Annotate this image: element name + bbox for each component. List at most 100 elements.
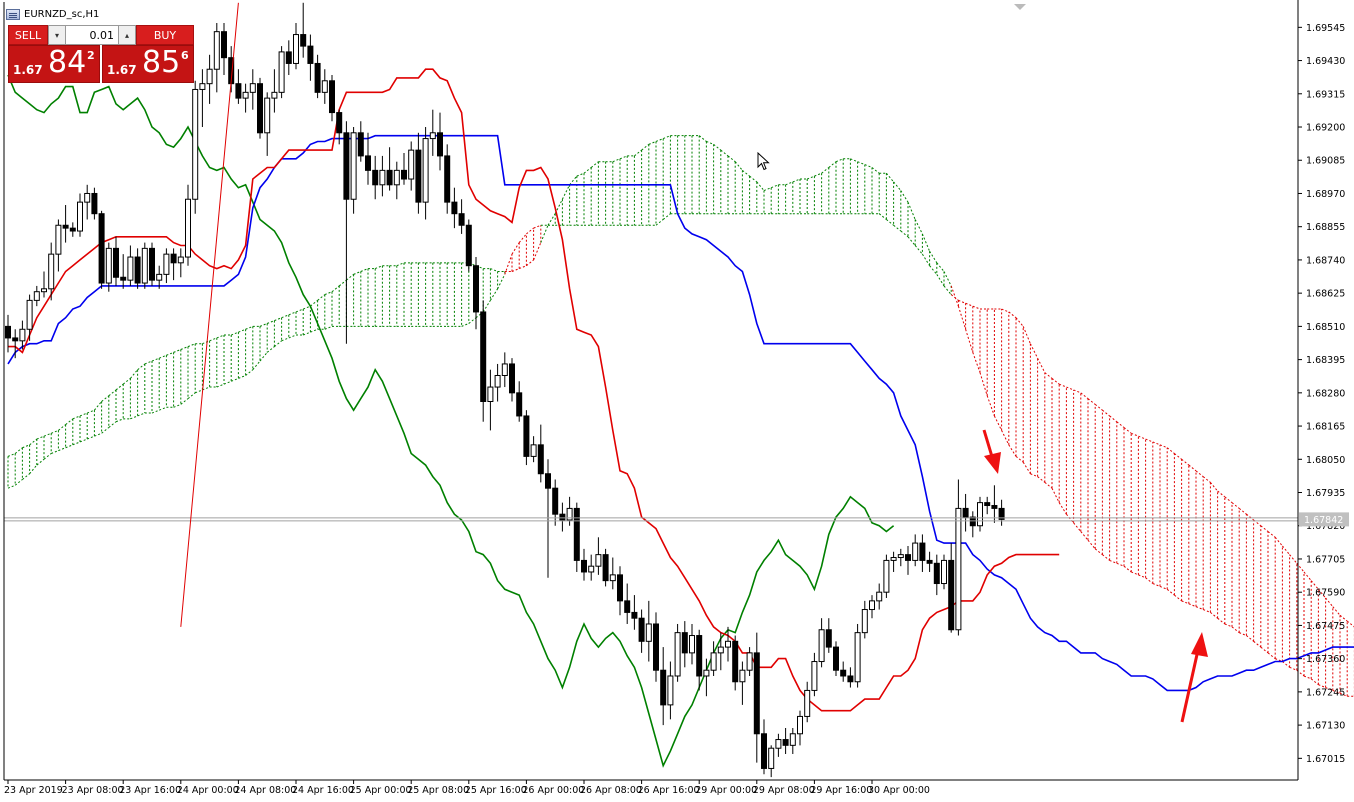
senkou-span-a-segment — [1073, 522, 1082, 532]
senkou-span-b-segment — [1029, 343, 1039, 359]
price-tick-label: 1.67935 — [1306, 488, 1345, 499]
senkou-span-b-segment — [1303, 571, 1312, 581]
candle-body — [933, 562, 940, 585]
senkou-span-a-segment — [850, 158, 858, 163]
senkou-span-b-segment — [1008, 311, 1017, 319]
candle-body — [689, 635, 695, 654]
time-tick-label: 23 Apr 08:00 — [62, 785, 124, 796]
candle — [300, 2, 307, 58]
candle-body — [12, 337, 19, 342]
candle — [876, 583, 883, 610]
candle-body — [617, 574, 623, 602]
time-tick-label: 30 Apr 00:00 — [868, 785, 930, 796]
price-tick-label: 1.69200 — [1306, 123, 1345, 134]
sell-button[interactable]: SELL — [8, 25, 48, 45]
chart-window-icon[interactable] — [6, 8, 20, 20]
lot-size-input[interactable]: 0.01 — [66, 25, 118, 45]
buy-price-button[interactable]: 1.67 85 6 — [102, 45, 194, 83]
candle-body — [818, 629, 825, 663]
candle — [991, 485, 998, 523]
candle-body — [26, 299, 33, 330]
candle-body — [278, 51, 285, 93]
senkou-span-b-segment — [1051, 377, 1060, 385]
candle — [919, 534, 926, 572]
candle-body — [926, 559, 933, 564]
senkou-span-a-segment — [663, 135, 671, 140]
candle-body — [329, 80, 335, 114]
senkou-span-a-segment — [943, 271, 952, 287]
senkou-span-b-segment — [288, 334, 297, 339]
senkou-span-b-segment — [252, 360, 261, 371]
senkou-span-a-segment — [115, 383, 124, 391]
senkou-span-b-segment — [1159, 444, 1168, 449]
candle — [321, 69, 328, 104]
senkou-span-a-segment — [1080, 531, 1089, 541]
senkou-span-b-segment — [173, 403, 181, 408]
candle-body — [91, 192, 98, 215]
candle-body — [372, 169, 379, 186]
senkou-span-a-segment — [1203, 609, 1211, 613]
candle — [221, 23, 227, 76]
candle-body — [69, 227, 76, 232]
candle-body — [177, 256, 184, 264]
senkou-span-a-segment — [231, 331, 239, 336]
senkou-span-a-segment — [1289, 666, 1297, 671]
candle — [437, 112, 443, 171]
candle-body — [386, 169, 393, 186]
candle — [674, 623, 681, 682]
senkou-span-a-segment — [1231, 626, 1240, 634]
candle-body — [905, 554, 911, 561]
candle-body — [696, 635, 703, 677]
candle — [357, 121, 364, 162]
candle-body — [883, 559, 890, 593]
time-tick-label: 25 Apr 00:00 — [350, 785, 412, 796]
lot-increase-button[interactable]: ▴ — [118, 25, 136, 45]
candle-body — [595, 554, 602, 567]
senkou-span-a-segment — [886, 172, 894, 183]
senkou-span-b-segment — [238, 375, 246, 379]
senkou-span-a-segment — [303, 305, 311, 310]
senkou-span-a-segment — [727, 155, 736, 163]
senkou-span-b-segment — [662, 213, 671, 220]
senkou-span-a-segment — [202, 340, 210, 345]
senkou-span-b-segment — [51, 450, 59, 454]
candle-body — [897, 554, 904, 559]
senkou-span-b-segment — [266, 346, 275, 353]
senkou-span-a-segment — [1253, 640, 1262, 648]
senkou-span-b-segment — [504, 253, 513, 275]
candle — [797, 710, 803, 746]
senkou-span-b-segment — [1152, 441, 1161, 446]
senkou-span-a-segment — [914, 219, 923, 235]
senkou-span-a-segment — [288, 311, 297, 316]
senkou-span-a-segment — [180, 346, 189, 350]
senkou-span-a-segment — [1325, 687, 1333, 691]
candle — [696, 629, 703, 691]
candle-body — [55, 224, 62, 255]
candle — [530, 436, 537, 463]
candle — [249, 69, 256, 110]
candle — [501, 352, 508, 388]
senkou-span-b-segment — [187, 392, 196, 400]
candle — [235, 69, 242, 104]
buy-button[interactable]: BUY — [136, 25, 194, 45]
candle-body — [141, 247, 148, 284]
senkou-span-a-segment — [108, 389, 117, 397]
candle-body — [134, 256, 141, 284]
senkou-span-a-segment — [281, 314, 289, 319]
senkou-span-b-segment — [1231, 502, 1240, 509]
senkou-span-a-segment — [756, 181, 765, 191]
candle — [494, 363, 501, 402]
senkou-span-b-segment — [533, 224, 541, 229]
arrow-up-shaft — [1180, 649, 1200, 723]
price-tick-label: 1.67705 — [1306, 554, 1345, 565]
candle-body — [271, 91, 278, 99]
senkou-span-b-segment — [195, 389, 203, 394]
candle — [257, 77, 263, 139]
lot-decrease-button[interactable]: ▾ — [48, 25, 66, 45]
senkou-span-b-segment — [1202, 476, 1211, 483]
senkou-span-a-segment — [166, 351, 174, 356]
candle-body — [537, 444, 544, 475]
sell-price-button[interactable]: 1.67 84 2 — [8, 45, 100, 83]
candle — [789, 727, 796, 754]
